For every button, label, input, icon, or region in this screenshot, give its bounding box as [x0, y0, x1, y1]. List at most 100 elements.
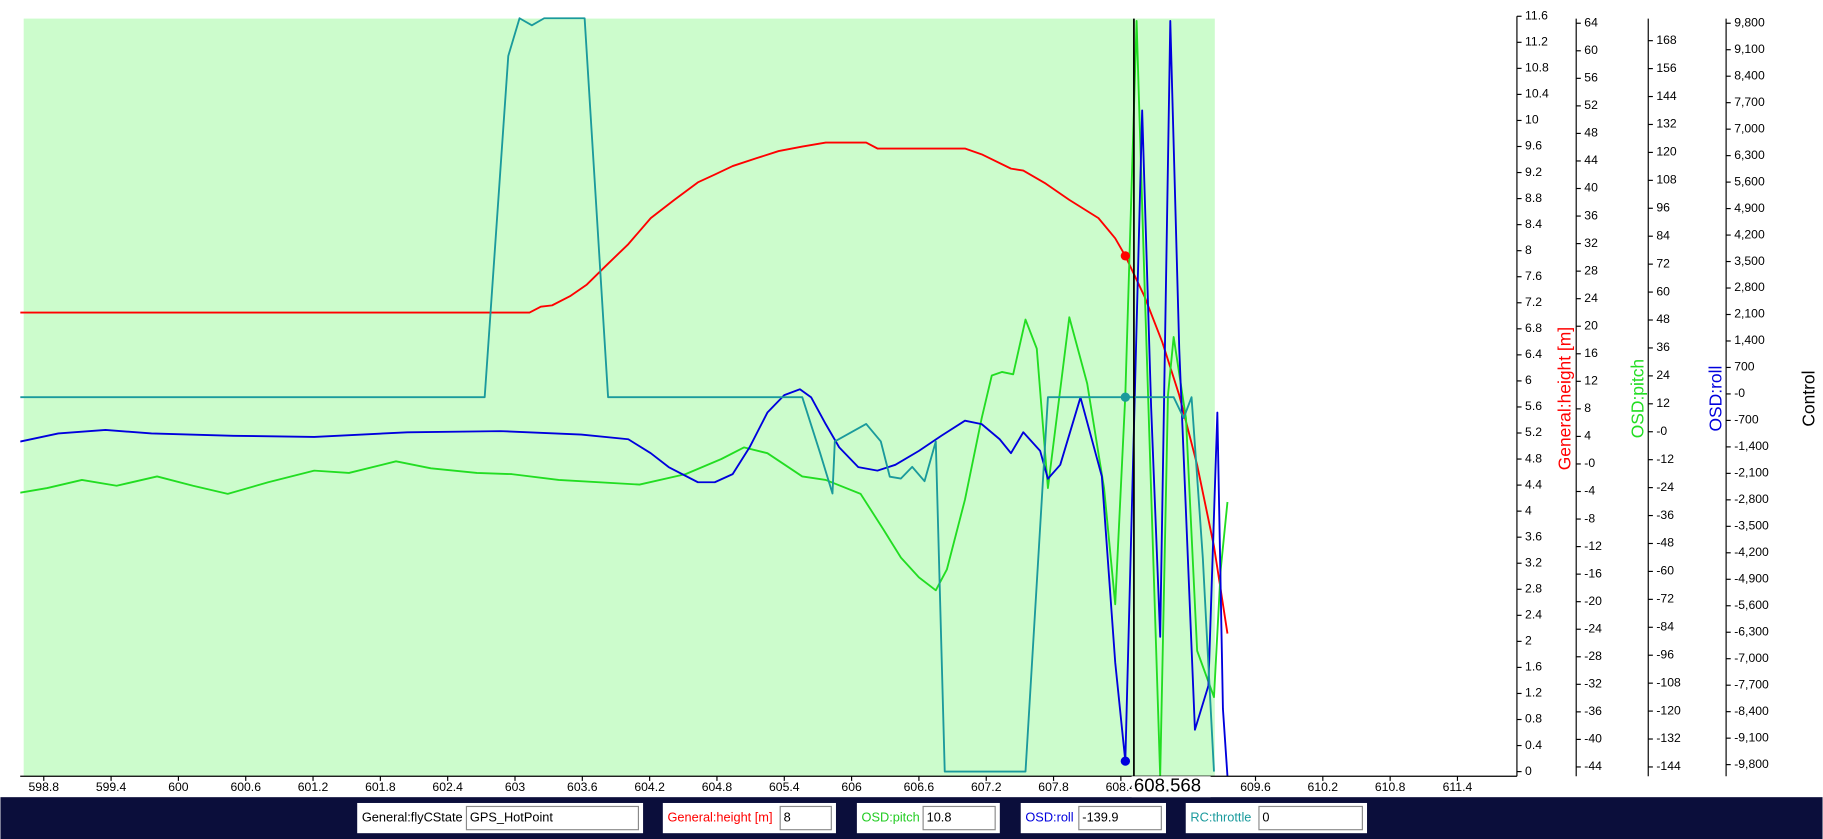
field-label: RC:throttle [1190, 809, 1251, 824]
y-tick-label: 20 [1584, 318, 1598, 332]
y-tick-label: 4.8 [1525, 451, 1542, 465]
x-tick-label: 610.2 [1308, 780, 1339, 794]
field-label: General:flyCState [362, 809, 463, 824]
y-tick-label: -700 [1734, 413, 1759, 427]
y-tick-label: -6,300 [1734, 624, 1769, 638]
y-tick-label: 8.4 [1525, 217, 1542, 231]
y-tick-label: -9,800 [1734, 757, 1769, 771]
y-tick-label: 28 [1584, 263, 1598, 277]
y-tick-label: -24 [1584, 621, 1602, 635]
x-tick-label: 598.8 [29, 780, 60, 794]
x-tick-label: 602.4 [432, 780, 463, 794]
series-line [20, 19, 1229, 777]
axis-title: General:height [m] [1554, 327, 1574, 470]
y-tick-label: 52 [1584, 98, 1598, 112]
x-tick-label: 609.6 [1240, 780, 1271, 794]
series-line [20, 17, 1215, 773]
y-tick-label: 4,900 [1734, 201, 1765, 215]
y-tick-label: 36 [1584, 208, 1598, 222]
y-tick-label: -72 [1656, 592, 1674, 606]
cursor-label-bg [1131, 776, 1211, 798]
field-input [1078, 805, 1162, 831]
y-tick-label: 700 [1734, 360, 1755, 374]
y-tick-label: -132 [1656, 731, 1681, 745]
y-tick-label: -8 [1584, 511, 1595, 525]
axis-title: Control [1798, 370, 1818, 426]
y-tick-label: 7.2 [1525, 295, 1542, 309]
y-tick-label: -4,900 [1734, 572, 1769, 586]
y-tick-label: 10.8 [1525, 61, 1549, 75]
y-tick-label: 8 [1584, 401, 1591, 415]
x-tick-label: 599.4 [96, 780, 127, 794]
cursor-marker [1120, 392, 1131, 402]
y-tick-label: 3.6 [1525, 529, 1542, 543]
y-tick-label: 2,100 [1734, 307, 1765, 321]
y-tick-label: 11.2 [1525, 35, 1548, 49]
y-tick-label: 1.2 [1525, 686, 1542, 700]
x-tick-label: 611.4 [1443, 780, 1473, 794]
y-tick-label: 9.6 [1525, 139, 1542, 153]
y-tick-label: 96 [1656, 200, 1670, 214]
x-tick-label: 610.8 [1375, 780, 1406, 794]
y-tick-label: -5,600 [1734, 598, 1769, 612]
y-tick-label: 36 [1656, 340, 1670, 354]
y-tick-label: 6.8 [1525, 321, 1542, 335]
y-tick-label: -96 [1656, 647, 1674, 661]
y-tick-label: 24 [1656, 368, 1670, 382]
y-tick-label: 24 [1584, 291, 1598, 305]
axis-title: OSD:roll [1705, 366, 1725, 432]
y-tick-label: -36 [1656, 508, 1674, 522]
series-layer [20, 17, 1229, 777]
y-tick-label: 64 [1584, 15, 1598, 29]
y-tick-label: 0.4 [1525, 738, 1542, 752]
y-tick-label: -20 [1584, 594, 1602, 608]
x-tick-label: 606.6 [904, 780, 935, 794]
y-tick-label: 32 [1584, 236, 1598, 250]
y-tick-label: -84 [1656, 620, 1674, 634]
y-tick-label: 8 [1525, 243, 1532, 257]
y-tick-label: -144 [1656, 759, 1681, 773]
y-tick-label: 12 [1584, 374, 1598, 388]
y-tick-label: -48 [1656, 536, 1674, 550]
y-tick-label: -28 [1584, 649, 1602, 663]
y-tick-label: 10.4 [1525, 87, 1549, 101]
y-tick-label: 108 [1656, 173, 1677, 187]
y-tick-label: 11.6 [1525, 8, 1548, 22]
field-value: 10.8 [927, 809, 952, 824]
cursor-marker [1120, 251, 1131, 261]
y-tick-label: -40 [1584, 732, 1602, 746]
field-value: 0 [1262, 809, 1269, 824]
x-tick-label: 603 [505, 780, 526, 794]
y-tick-label: 60 [1656, 284, 1670, 298]
y-tick-label: 2.4 [1525, 608, 1542, 622]
y-tick-label: 9.2 [1525, 165, 1542, 179]
field-value: 8 [784, 809, 791, 824]
y-tick-label: -2,800 [1734, 492, 1769, 506]
y-tick-label: -0 [1584, 456, 1595, 470]
series-line [20, 141, 1229, 634]
x-tick-label: 607.2 [971, 780, 1002, 794]
y-tick-label: 7.6 [1525, 269, 1542, 283]
y-tick-label: 1.6 [1525, 660, 1542, 674]
y-tick-label: -36 [1584, 704, 1602, 718]
y-tick-label: -0 [1734, 386, 1745, 400]
y-tick-label: 44 [1584, 153, 1598, 167]
y-tick-label: 0 [1525, 764, 1532, 778]
y-tick-label: 8,400 [1734, 68, 1765, 82]
x-tick-label: 600 [168, 780, 189, 794]
y-tick-label: 56 [1584, 71, 1598, 85]
y-tick-label: 7,000 [1734, 121, 1765, 135]
y-tick-label: 3.2 [1525, 555, 1542, 569]
y-tick-label: -24 [1656, 480, 1674, 494]
y-tick-label: -0 [1656, 424, 1667, 438]
y-tick-label: 5.6 [1525, 399, 1542, 413]
y-tick-label: 16 [1584, 346, 1598, 360]
x-tick-label: 608.4 [1106, 780, 1137, 794]
y-tick-label: 8.8 [1525, 191, 1542, 205]
y-tick-label: 72 [1656, 256, 1670, 270]
field-input [1258, 805, 1363, 831]
field-input [922, 805, 996, 831]
y-tick-label: 48 [1656, 312, 1670, 326]
y-tick-label: -44 [1584, 759, 1602, 773]
